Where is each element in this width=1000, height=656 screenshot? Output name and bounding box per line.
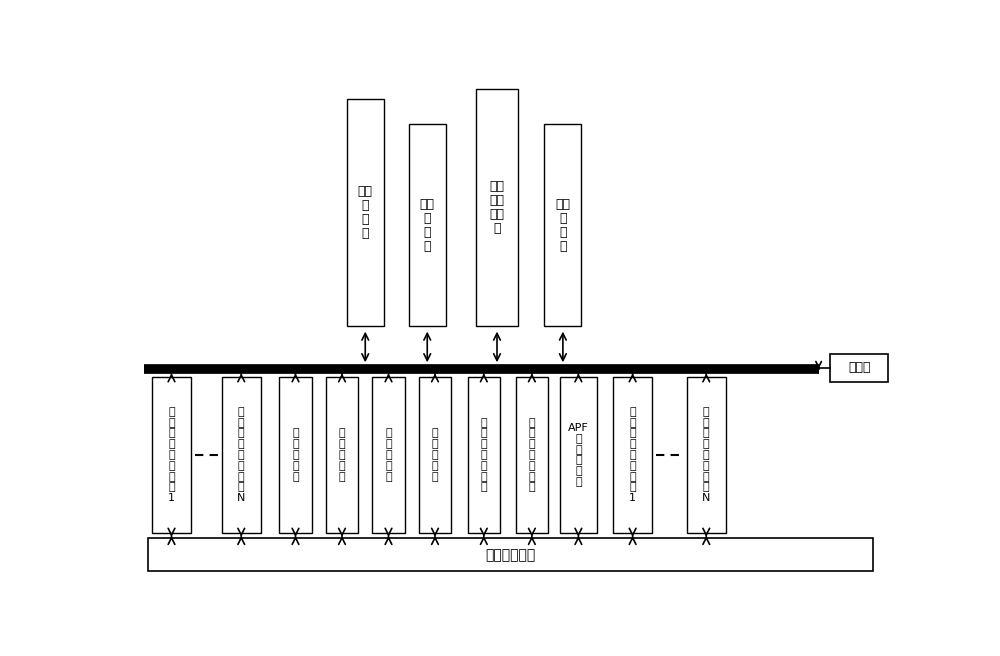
Text: 双
向
变
流
器: 双 向 变 流 器 bbox=[432, 428, 438, 482]
Bar bbox=[516, 377, 548, 533]
Text: APF
接
入
子
系
统: APF 接 入 子 系 统 bbox=[568, 423, 589, 487]
Bar bbox=[347, 99, 384, 326]
Bar bbox=[476, 89, 518, 326]
Bar bbox=[419, 377, 451, 533]
Text: 视频
监控
工作
站: 视频 监控 工作 站 bbox=[490, 180, 505, 235]
Text: 计费
工
作
站: 计费 工 作 站 bbox=[358, 185, 373, 240]
Text: 交
流
充
电
机
子
系
统
1: 交 流 充 电 机 子 系 统 1 bbox=[629, 407, 636, 503]
Text: 储
能
子
系
统: 储 能 子 系 统 bbox=[292, 428, 299, 482]
Text: 交
流
充
电
机
子
系
统
N: 交 流 充 电 机 子 系 统 N bbox=[702, 407, 710, 503]
Bar bbox=[687, 377, 726, 533]
Text: 风
电
子
系
统: 风 电 子 系 统 bbox=[385, 428, 392, 482]
Bar bbox=[279, 377, 312, 533]
Text: 直
流
充
电
机
子
系
统
1: 直 流 充 电 机 子 系 统 1 bbox=[168, 407, 175, 503]
Text: 市
电
接
入
子
系
统: 市 电 接 入 子 系 统 bbox=[481, 418, 487, 493]
Text: 系统主控制器: 系统主控制器 bbox=[485, 548, 536, 562]
Bar bbox=[409, 124, 446, 326]
Text: 直
流
充
电
机
子
系
统
N: 直 流 充 电 机 子 系 统 N bbox=[237, 407, 245, 503]
Text: 柴
发
接
入
子
系
统: 柴 发 接 入 子 系 统 bbox=[529, 418, 535, 493]
Text: 安防
工
作
站: 安防 工 作 站 bbox=[420, 197, 435, 253]
Text: 交换机: 交换机 bbox=[848, 361, 871, 375]
Bar bbox=[560, 377, 597, 533]
Bar bbox=[613, 377, 652, 533]
Text: 光
伏
子
系
统: 光 伏 子 系 统 bbox=[339, 428, 345, 482]
Bar bbox=[222, 377, 261, 533]
Bar bbox=[830, 354, 888, 382]
Bar bbox=[468, 377, 500, 533]
Bar bbox=[326, 377, 358, 533]
Bar bbox=[148, 539, 873, 571]
Text: 数据
服
务
器: 数据 服 务 器 bbox=[555, 197, 570, 253]
Bar bbox=[152, 377, 191, 533]
Bar bbox=[372, 377, 405, 533]
Bar bbox=[544, 124, 581, 326]
